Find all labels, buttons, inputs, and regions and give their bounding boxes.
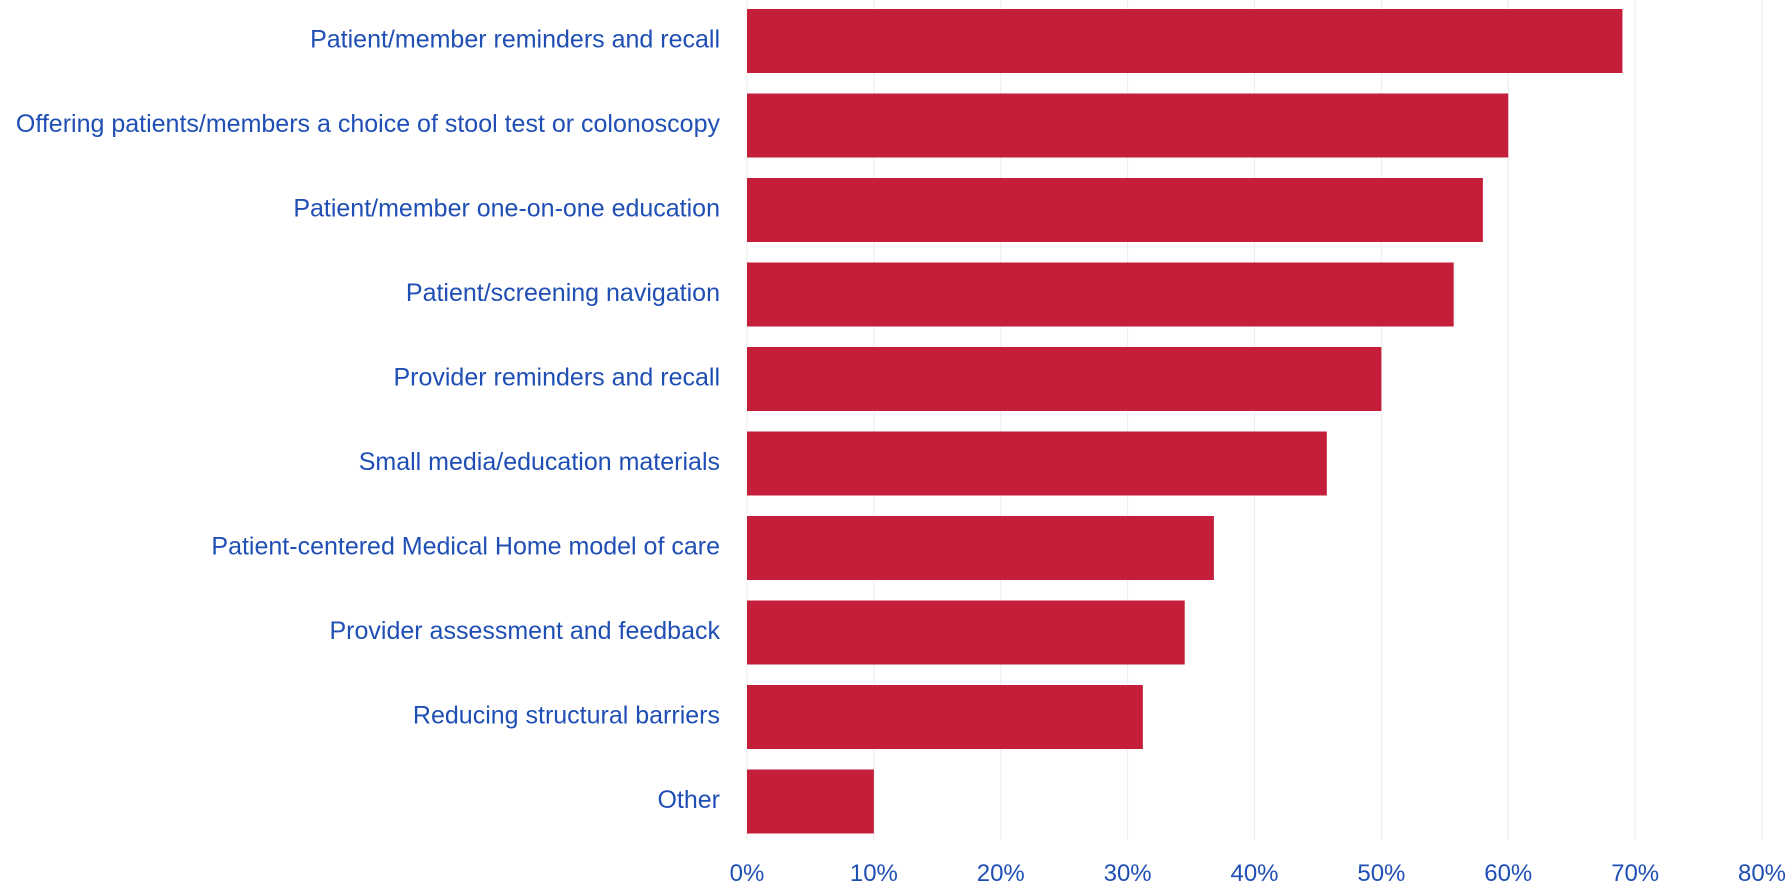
bar [747, 347, 1382, 411]
x-tick-label: 20% [977, 860, 1025, 887]
x-tick-label: 0% [730, 860, 765, 887]
bar [747, 431, 1327, 496]
bar [747, 516, 1214, 580]
bar [747, 600, 1185, 665]
category-label: Small media/education materials [359, 448, 720, 476]
category-label: Patient/member one-on-one education [293, 195, 720, 223]
x-tick-label: 70% [1611, 860, 1659, 887]
x-tick-layer: 0% 10% 20% 30% 40% 50% 60% 70% 80% [730, 860, 1786, 887]
x-tick-label: 40% [1230, 860, 1278, 887]
x-tick-label: 60% [1484, 860, 1532, 887]
bar [747, 9, 1623, 73]
category-label-layer: Patient/member reminders and recall Offer… [16, 26, 721, 815]
x-tick-label: 10% [850, 860, 898, 887]
x-tick-label: 50% [1357, 860, 1405, 887]
category-label: Other [657, 786, 720, 814]
bar [747, 262, 1454, 327]
category-label: Offering patients/members a choice of st… [16, 110, 721, 138]
bar [747, 769, 874, 834]
bar-layer [747, 9, 1623, 834]
bar [747, 685, 1143, 749]
category-label: Patient/member reminders and recall [310, 26, 720, 54]
category-label: Provider assessment and feedback [330, 617, 721, 645]
x-tick-label: 30% [1104, 860, 1152, 887]
category-label: Provider reminders and recall [393, 364, 720, 392]
category-label: Reducing structural barriers [413, 702, 720, 730]
bar [747, 178, 1483, 242]
x-tick-label: 80% [1738, 860, 1786, 887]
category-label: Patient/screening navigation [406, 279, 720, 307]
category-label: Patient-centered Medical Home model of c… [211, 533, 720, 561]
bar [747, 93, 1509, 158]
